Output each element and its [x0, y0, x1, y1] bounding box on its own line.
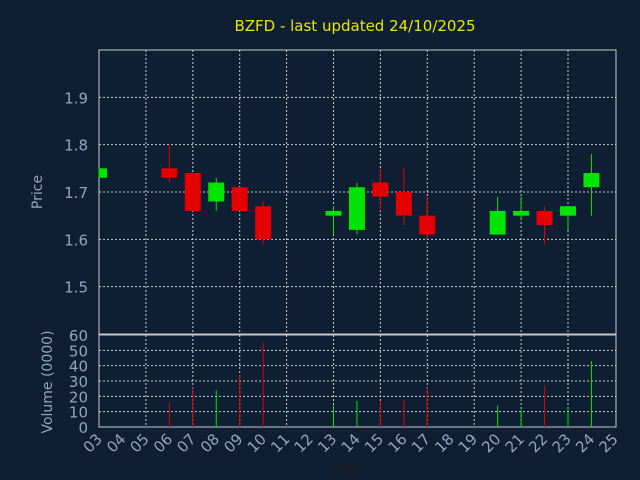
- candle: [255, 201, 272, 245]
- volume-tick-label: 10: [69, 404, 88, 422]
- day-tick-label: 11: [267, 430, 293, 456]
- candle-body: [489, 210, 506, 235]
- candle: [208, 177, 225, 211]
- candle: [231, 187, 248, 211]
- candle-body: [536, 210, 553, 226]
- candle: [98, 168, 107, 178]
- candle-body: [395, 192, 412, 216]
- candle: [348, 182, 365, 235]
- day-tick-label: 09: [220, 430, 246, 456]
- day-tick-label: 07: [173, 430, 199, 456]
- candle-body: [348, 187, 365, 230]
- day-tick-label: 20: [478, 430, 504, 456]
- day-tick-label: 22: [525, 430, 551, 456]
- candle-body: [372, 182, 389, 197]
- day-tick-label: 08: [197, 430, 223, 456]
- day-tick-label: 15: [361, 430, 387, 456]
- candle-body: [560, 206, 576, 216]
- day-tick-label: 23: [549, 430, 575, 456]
- day-axis-label: Day: [334, 460, 362, 476]
- candle-body: [231, 187, 248, 211]
- candle-body: [325, 210, 342, 216]
- candle-body: [419, 215, 436, 235]
- candles: [98, 144, 600, 245]
- day-tick-label: 06: [150, 430, 176, 456]
- day-tick-label: 04: [103, 430, 129, 456]
- volume-axis-label: Volume (0000): [40, 330, 56, 433]
- chart-title: BZFD - last updated 24/10/2025: [234, 17, 475, 35]
- day-tick-label: 21: [502, 430, 528, 456]
- candle-body: [161, 168, 178, 178]
- day-tick-label: 25: [595, 430, 621, 456]
- volume-tick-label: 50: [69, 342, 88, 360]
- volume-tick-label: 20: [69, 388, 88, 406]
- candle-body: [208, 182, 225, 202]
- price-axis-label: Price: [30, 175, 46, 209]
- day-tick-labels: 0304050607080910111213141516171819202122…: [80, 430, 622, 456]
- volume-tick-label: 0: [78, 419, 88, 437]
- candle: [536, 206, 553, 245]
- candle: [560, 206, 576, 230]
- price-tick-label: 1.7: [64, 184, 88, 202]
- candle: [325, 206, 342, 235]
- candle-body: [583, 173, 600, 188]
- volume-tick-label: 30: [69, 373, 88, 391]
- candle-body: [184, 173, 201, 211]
- day-tick-label: 19: [455, 430, 481, 456]
- price-tick-labels: 1.5 1.6 1.7 1.8 1.9: [64, 89, 88, 296]
- volume-bars: [168, 342, 592, 427]
- candle: [513, 196, 530, 221]
- day-tick-label: 24: [572, 430, 598, 456]
- day-tick-label: 16: [384, 430, 410, 456]
- volume-tick-label: 60: [69, 327, 88, 345]
- day-tick-label: 12: [291, 430, 317, 456]
- day-tick-label: 10: [244, 430, 270, 456]
- candle: [161, 144, 178, 183]
- day-tick-label: 14: [338, 430, 364, 456]
- price-tick-label: 1.6: [64, 231, 88, 249]
- price-tick-label: 1.9: [64, 89, 88, 107]
- price-tick-label: 1.5: [64, 279, 88, 297]
- candle-body: [513, 210, 530, 216]
- candle-body: [255, 206, 272, 240]
- candle-body: [99, 168, 107, 178]
- price-tick-label: 1.8: [64, 137, 88, 155]
- candle: [419, 196, 436, 240]
- day-tick-label: 17: [408, 430, 434, 456]
- day-tick-label: 18: [431, 430, 457, 456]
- candle: [583, 154, 600, 216]
- candle: [395, 168, 412, 226]
- day-tick-label: 05: [126, 430, 152, 456]
- candle: [489, 196, 506, 235]
- volume-tick-label: 40: [69, 358, 88, 376]
- candle: [372, 168, 389, 211]
- volume-grid: [99, 335, 616, 427]
- day-tick-label: 13: [314, 430, 340, 456]
- candle: [184, 173, 201, 211]
